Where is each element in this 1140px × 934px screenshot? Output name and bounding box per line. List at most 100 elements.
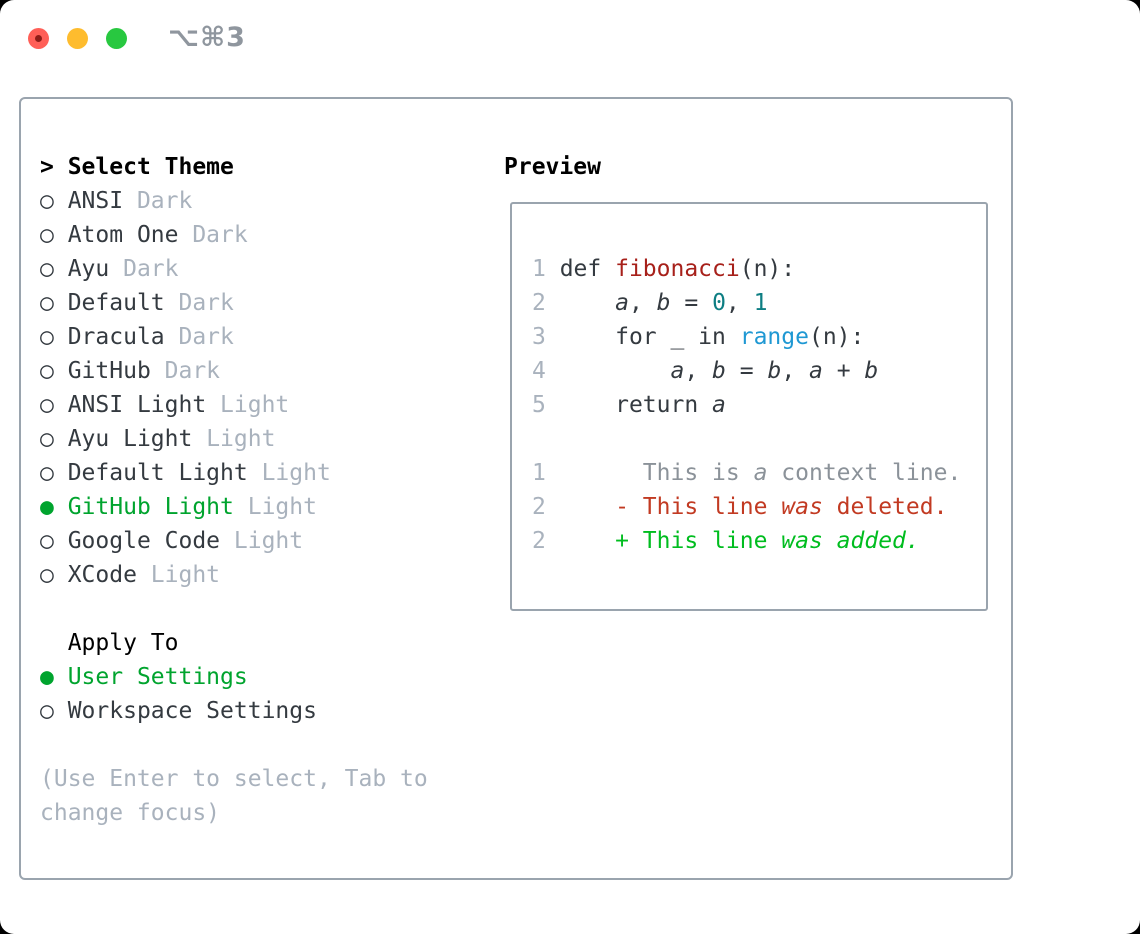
code-token: This is	[559, 460, 754, 486]
theme-option-dracula[interactable]: ○ Dracula Dark	[40, 320, 428, 354]
code-token: deleted.	[822, 494, 948, 520]
theme-option-default-light[interactable]: ○ Default Light Light	[40, 456, 428, 490]
minimize-button[interactable]	[67, 28, 88, 49]
close-button[interactable]	[28, 28, 49, 49]
theme-list: ○ ANSI Dark ○ Atom One Dark ○ Ayu Dark ○ De…	[40, 184, 428, 592]
apply-option-workspace-settings[interactable]: ○ Workspace Settings	[40, 694, 428, 728]
line-number: 4	[532, 358, 560, 384]
line-number: 1	[532, 256, 560, 282]
code-token: - This line	[615, 494, 782, 520]
code-token: b	[767, 358, 782, 384]
theme-variant: Dark	[136, 188, 193, 214]
code-token: def	[559, 256, 616, 282]
code-token: (n):	[808, 324, 865, 350]
theme-name: Default Light	[67, 460, 262, 486]
code-token: +	[822, 358, 865, 384]
theme-option-github-light[interactable]: ● GitHub Light Light	[40, 490, 428, 524]
theme-option-ayu-light[interactable]: ○ Ayu Light Light	[40, 422, 428, 456]
theme-name: Dracula	[67, 324, 179, 350]
theme-option-atom-one[interactable]: ○ Atom One Dark	[40, 218, 428, 252]
theme-option-xcode[interactable]: ○ XCode Light	[40, 558, 428, 592]
code-token	[560, 358, 671, 384]
radio-icon: ○	[40, 358, 68, 384]
code-token: was	[781, 494, 823, 520]
code-token	[823, 528, 837, 554]
theme-option-ansi-light[interactable]: ○ ANSI Light Light	[40, 388, 428, 422]
theme-name: GitHub Light	[67, 494, 248, 520]
code-token: range	[739, 324, 809, 350]
theme-name: Default	[67, 290, 179, 316]
help-text-line-1: (Use Enter to select, Tab to	[40, 766, 428, 792]
code-token: a	[753, 460, 768, 486]
theme-option-ayu[interactable]: ○ Ayu Dark	[40, 252, 428, 286]
zoom-button[interactable]	[106, 28, 127, 49]
theme-name: Ayu Light	[67, 426, 207, 452]
theme-variant: Light	[150, 562, 221, 588]
code-token: b	[864, 358, 879, 384]
theme-selector-column: > Select Theme ○ ANSI Dark ○ Atom One Dar…	[40, 150, 428, 830]
spacer	[40, 728, 428, 762]
radio-selected-icon: ●	[40, 664, 68, 690]
code-token	[560, 494, 615, 520]
radio-selected-icon: ●	[40, 494, 68, 520]
code-token: ,	[684, 358, 713, 384]
code-line: 3 for _ in range(n):	[532, 320, 986, 354]
theme-variant: Light	[247, 494, 317, 520]
radio-icon: ○	[40, 256, 68, 282]
help-text-line-2: change focus)	[40, 800, 221, 826]
theme-name: ANSI Light	[67, 392, 221, 418]
theme-variant: Dark	[123, 256, 179, 282]
theme-variant: Light	[206, 426, 276, 452]
code-token: a	[615, 290, 629, 316]
theme-option-github[interactable]: ○ GitHub Dark	[40, 354, 428, 388]
spacer	[40, 592, 428, 626]
theme-name: GitHub	[67, 358, 165, 384]
theme-variant: Light	[261, 460, 331, 486]
code-token: b	[656, 290, 671, 316]
theme-variant: Light	[220, 392, 290, 418]
code-token: fibonacci	[615, 256, 740, 282]
code-token: =	[725, 358, 768, 384]
main-panel: > Select Theme ○ ANSI Dark ○ Atom One Dar…	[19, 97, 1013, 880]
theme-option-google-code[interactable]: ○ Google Code Light	[40, 524, 428, 558]
code-token: context line.	[767, 460, 962, 486]
code-line: 2 + This line was added.	[532, 524, 986, 558]
theme-option-ansi[interactable]: ○ ANSI Dark	[40, 184, 428, 218]
apply-to-list: ● User Settings ○ Workspace Settings	[40, 660, 428, 728]
code-token	[560, 290, 615, 316]
theme-option-default[interactable]: ○ Default Dark	[40, 286, 428, 320]
radio-icon: ○	[40, 426, 68, 452]
theme-list-header: > Select Theme	[40, 150, 428, 184]
titlebar: ⌥⌘3	[0, 0, 1140, 97]
line-number: 2	[532, 494, 560, 520]
code-token: 0	[712, 290, 726, 316]
apply-to-header: Apply To	[40, 626, 428, 660]
code-line: 1 This is a context line.	[532, 456, 986, 490]
window-title: ⌥⌘3	[168, 22, 246, 53]
code-token: a	[670, 358, 685, 384]
radio-icon: ○	[40, 290, 68, 316]
apply-option-user-settings[interactable]: ● User Settings	[40, 660, 428, 694]
code-line: 2 - This line was deleted.	[532, 490, 986, 524]
cursor-icon: >	[40, 154, 68, 180]
code-token: (n):	[739, 256, 796, 282]
apply-option-label: User Settings	[67, 664, 248, 690]
theme-name: ANSI	[67, 188, 137, 214]
code-token: for _ in	[559, 324, 740, 350]
radio-icon: ○	[40, 460, 68, 486]
code-line: 5 return a	[532, 388, 986, 422]
code-token: + This line	[615, 528, 782, 554]
code-token: a	[809, 358, 823, 384]
code-token: ,	[781, 358, 810, 384]
code-token: added.	[836, 528, 920, 554]
code-token: b	[712, 358, 726, 384]
radio-icon: ○	[40, 528, 68, 554]
code-token: =	[670, 290, 713, 316]
line-number: 2	[532, 528, 560, 554]
code-token: ,	[628, 290, 657, 316]
radio-icon: ○	[40, 392, 68, 418]
apply-option-label: Workspace Settings	[67, 698, 317, 724]
theme-name: Atom One	[67, 222, 193, 248]
theme-name: XCode	[67, 562, 151, 588]
